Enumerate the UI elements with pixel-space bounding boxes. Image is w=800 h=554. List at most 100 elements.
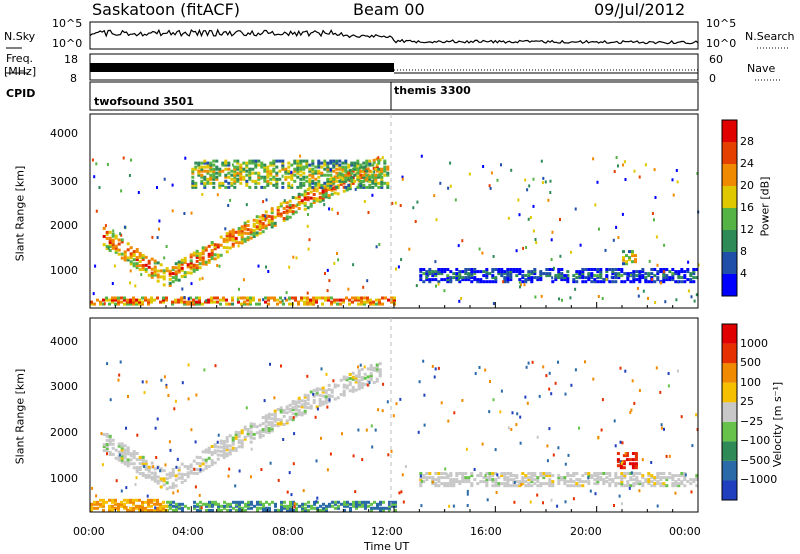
heatmap-cell (366, 375, 370, 379)
heatmap-cell (174, 399, 177, 403)
heatmap-cell (332, 177, 336, 181)
heatmap-cell (114, 296, 117, 300)
heatmap-cell (677, 478, 681, 482)
heatmap-cell (175, 502, 178, 506)
heatmap-cell (108, 438, 112, 442)
heatmap-cell (547, 198, 550, 202)
heatmap-cell (358, 502, 361, 506)
heatmap-cell (461, 472, 465, 475)
heatmap-cell (499, 410, 502, 414)
heatmap-cell (662, 484, 666, 488)
heatmap-cell (550, 498, 553, 502)
heatmap-cell (123, 498, 126, 502)
freq-label-2: [MHz] (4, 65, 37, 78)
heatmap-cell (267, 218, 271, 222)
heatmap-cell (628, 462, 632, 466)
heatmap-cell (466, 489, 469, 493)
heatmap-cell (644, 280, 648, 284)
heatmap-cell (132, 302, 135, 306)
heatmap-cell (126, 448, 130, 452)
heatmap-cell (117, 456, 121, 460)
heatmap-cell (108, 504, 111, 508)
heatmap-cell (107, 246, 110, 250)
heatmap-cell (153, 261, 157, 265)
heatmap-cell (671, 178, 674, 182)
heatmap-cell (599, 472, 603, 475)
heatmap-cell (551, 276, 554, 280)
xtick: 16:00 (470, 525, 502, 538)
heatmap-cell (303, 403, 307, 407)
heatmap-cell (485, 280, 489, 284)
heatmap-cell (200, 161, 204, 165)
heatmap-cell (635, 482, 639, 486)
heatmap-cell (365, 185, 369, 189)
heatmap-cell (156, 186, 158, 189)
heatmap-cell (338, 159, 342, 163)
heatmap-cell (287, 171, 291, 175)
heatmap-cell (164, 463, 167, 467)
heatmap-cell (312, 199, 316, 202)
heatmap-cell (237, 231, 241, 235)
heatmap-cell (132, 298, 135, 302)
heatmap-cell (527, 278, 531, 282)
heatmap-cell (147, 273, 151, 277)
heatmap-cell (306, 398, 310, 402)
heatmap-cell (641, 476, 645, 480)
heatmap-cell (369, 300, 372, 304)
heatmap-cell (341, 432, 343, 436)
heatmap-cell (163, 375, 166, 379)
heatmap-cell (249, 230, 253, 234)
heatmap-cell (162, 506, 165, 510)
heatmap-cell (216, 243, 220, 247)
heatmap-cell (289, 506, 292, 510)
heatmap-cell (458, 270, 462, 274)
heatmap-cell (108, 298, 111, 302)
heatmap-cell (168, 473, 172, 477)
heatmap-cell (328, 504, 331, 508)
heatmap-cell (159, 469, 163, 473)
heatmap-cell (578, 480, 582, 484)
heatmap-cell (332, 181, 336, 185)
heatmap-cell (215, 165, 219, 169)
heatmap-cell (138, 455, 142, 459)
heatmap-cell (365, 163, 369, 167)
heatmap-cell (517, 198, 520, 202)
heatmap-cell (132, 252, 136, 256)
heatmap-cell (310, 504, 313, 508)
heatmap-cell (579, 243, 582, 247)
heatmap-cell (663, 270, 665, 274)
heatmap-cell (117, 442, 121, 446)
heatmap-cell (300, 298, 303, 302)
heatmap-cell (364, 502, 367, 506)
heatmap-cell (455, 474, 459, 478)
heatmap-cell (371, 175, 375, 179)
heatmap-cell (264, 224, 268, 228)
heatmap-cell (197, 173, 201, 177)
heatmap-cell (621, 441, 624, 445)
heatmap-cell (497, 482, 501, 486)
heatmap-cell (201, 256, 205, 260)
heatmap-cell (228, 232, 232, 236)
heatmap-cell (240, 241, 244, 245)
heatmap-cell (305, 163, 309, 167)
heatmap-cell (503, 474, 507, 478)
heatmap-cell (259, 226, 262, 230)
heatmap-cell (353, 165, 357, 169)
heatmap-cell (333, 187, 337, 191)
heatmap-cell (533, 472, 537, 475)
heatmap-cell (231, 448, 235, 452)
heatmap-cell (106, 452, 108, 456)
heatmap-cell (276, 210, 280, 214)
heatmap-cell (315, 405, 319, 409)
heatmap-cell (211, 502, 214, 506)
heatmap-cell (147, 259, 151, 263)
heatmap-cell (425, 472, 429, 475)
heatmap-cell (342, 298, 345, 302)
heatmap-cell (294, 402, 298, 406)
heatmap-cell (434, 482, 438, 486)
heatmap-cell (380, 175, 384, 179)
heatmap-cell (631, 452, 635, 455)
heatmap-cell (392, 414, 395, 418)
heatmap-cell (203, 175, 207, 179)
heatmap-cell (150, 267, 154, 271)
